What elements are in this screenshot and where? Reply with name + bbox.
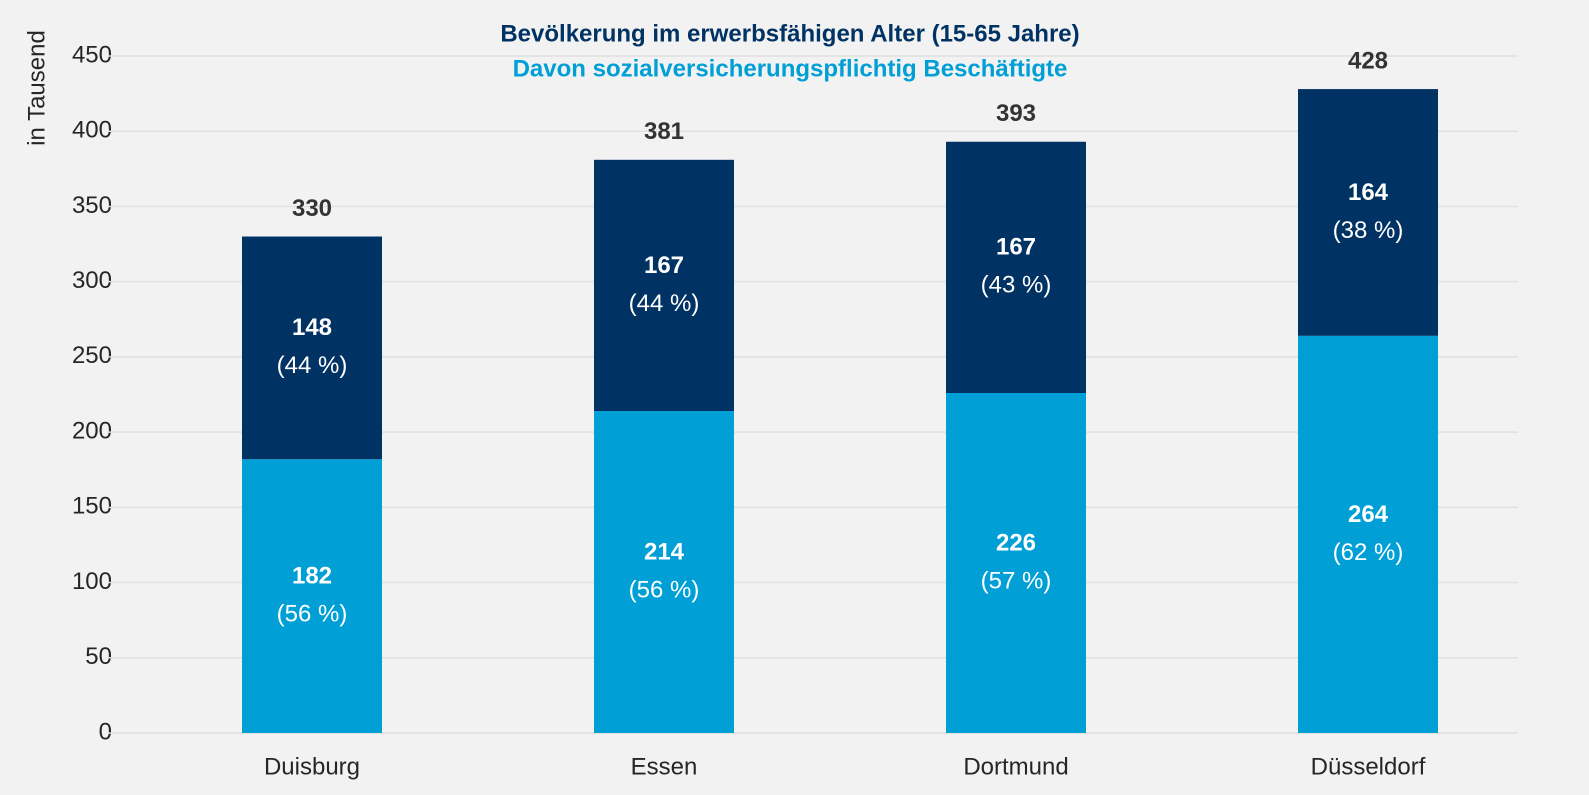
bar-segment	[242, 236, 382, 460]
share-label: (57 %)	[981, 567, 1052, 594]
value-label: 264	[1348, 501, 1389, 528]
value-label: 148	[292, 314, 332, 341]
y-tick-label: 200	[72, 417, 112, 444]
value-label: 182	[292, 562, 332, 589]
y-axis-label: in Tausend	[23, 30, 50, 146]
y-tick-label: 250	[72, 342, 112, 369]
bar-segment	[594, 159, 734, 412]
x-tick-label: Duisburg	[264, 753, 360, 780]
bar-segment	[946, 392, 1086, 733]
bar-segment	[594, 411, 734, 733]
y-tick-label: 150	[72, 493, 112, 520]
y-tick-label: 350	[72, 192, 112, 219]
value-label: 167	[644, 252, 684, 279]
total-label: 393	[996, 100, 1036, 127]
y-tick-label: 100	[72, 568, 112, 595]
share-label: (38 %)	[1333, 217, 1404, 244]
x-tick-label: Dortmund	[963, 753, 1068, 780]
total-label: 428	[1348, 47, 1388, 74]
bar-segment	[1298, 335, 1438, 733]
value-label: 214	[644, 538, 685, 565]
total-label: 330	[292, 195, 332, 222]
bar-segment	[946, 141, 1086, 393]
share-label: (56 %)	[629, 576, 700, 603]
share-label: (43 %)	[981, 272, 1052, 299]
y-tick-label: 450	[72, 41, 112, 68]
share-label: (62 %)	[1333, 539, 1404, 566]
value-label: 164	[1348, 179, 1389, 206]
legend-entry: Bevölkerung im erwerbsfähigen Alter (15-…	[500, 20, 1079, 47]
y-tick-label: 0	[99, 718, 112, 745]
share-label: (44 %)	[629, 290, 700, 317]
bar-segment	[242, 459, 382, 733]
y-tick-label: 50	[85, 643, 112, 670]
value-label: 226	[996, 529, 1036, 556]
y-tick-label: 300	[72, 267, 112, 294]
legend-entry: Davon sozialversicherungspflichtig Besch…	[513, 55, 1068, 82]
value-label: 167	[996, 234, 1036, 261]
bar-segment	[1298, 89, 1438, 336]
share-label: (56 %)	[277, 600, 348, 627]
share-label: (44 %)	[277, 352, 348, 379]
y-tick-label: 400	[72, 117, 112, 144]
total-label: 381	[644, 118, 684, 145]
x-tick-label: Essen	[631, 753, 698, 780]
x-tick-label: Düsseldorf	[1311, 753, 1426, 780]
